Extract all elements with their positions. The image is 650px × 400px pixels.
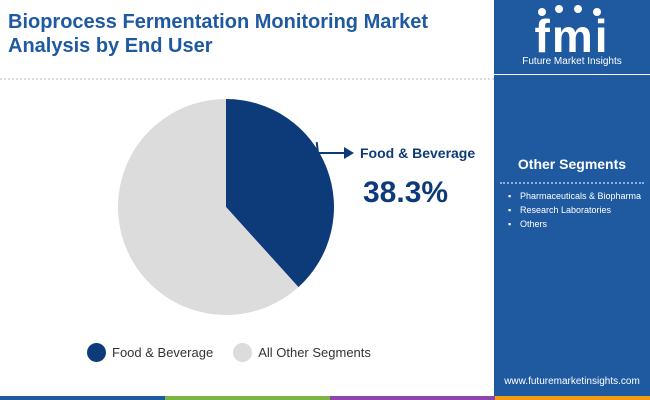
legend-label: All Other Segments [258,344,371,360]
website-link[interactable]: www.futuremarketinsights.com [504,376,640,387]
logo-text: Future Market Insights [522,56,622,67]
callout-line [315,141,344,154]
callout-value: 38.3% [363,176,449,209]
other-segments-divider [500,182,644,184]
pie-slice [118,99,299,315]
legend-label: Food & Beverage [112,344,214,360]
footer-bar-purple [330,396,495,400]
title-divider [0,78,494,80]
legend-swatch [233,342,253,362]
footer-bar-green [165,396,330,400]
footer-bar-orange [495,396,650,400]
other-segments-heading: Other Segments [517,156,627,172]
other-segment-item: Research Laboratories [508,204,644,216]
pie-slice [226,99,335,288]
legend-swatch [87,342,106,362]
legend-item: All Other Segments [233,342,371,362]
other-segments-list: Pharmaceuticals & Biopharma Research Lab… [508,190,644,232]
other-segment-item: Others [508,218,644,230]
chart-legend: Food & Beverage All Other Segments [87,340,391,364]
logo: fmi Future Market Insights [494,0,650,74]
footer-bar-blue [0,396,165,400]
chart-title: Bioprocess Fermentation Monitoring Marke… [8,11,429,57]
pie-chart [118,99,354,315]
svg-text:fmi: fmi [535,10,610,60]
callout-arrow-icon [344,147,354,159]
legend-item: Food & Beverage [87,342,214,362]
fmi-logo-icon: fmi [535,5,610,60]
callout-label: Food & Beverage [360,145,476,161]
other-segment-item: Pharmaceuticals & Biopharma [508,190,644,202]
logo-divider [494,74,650,75]
